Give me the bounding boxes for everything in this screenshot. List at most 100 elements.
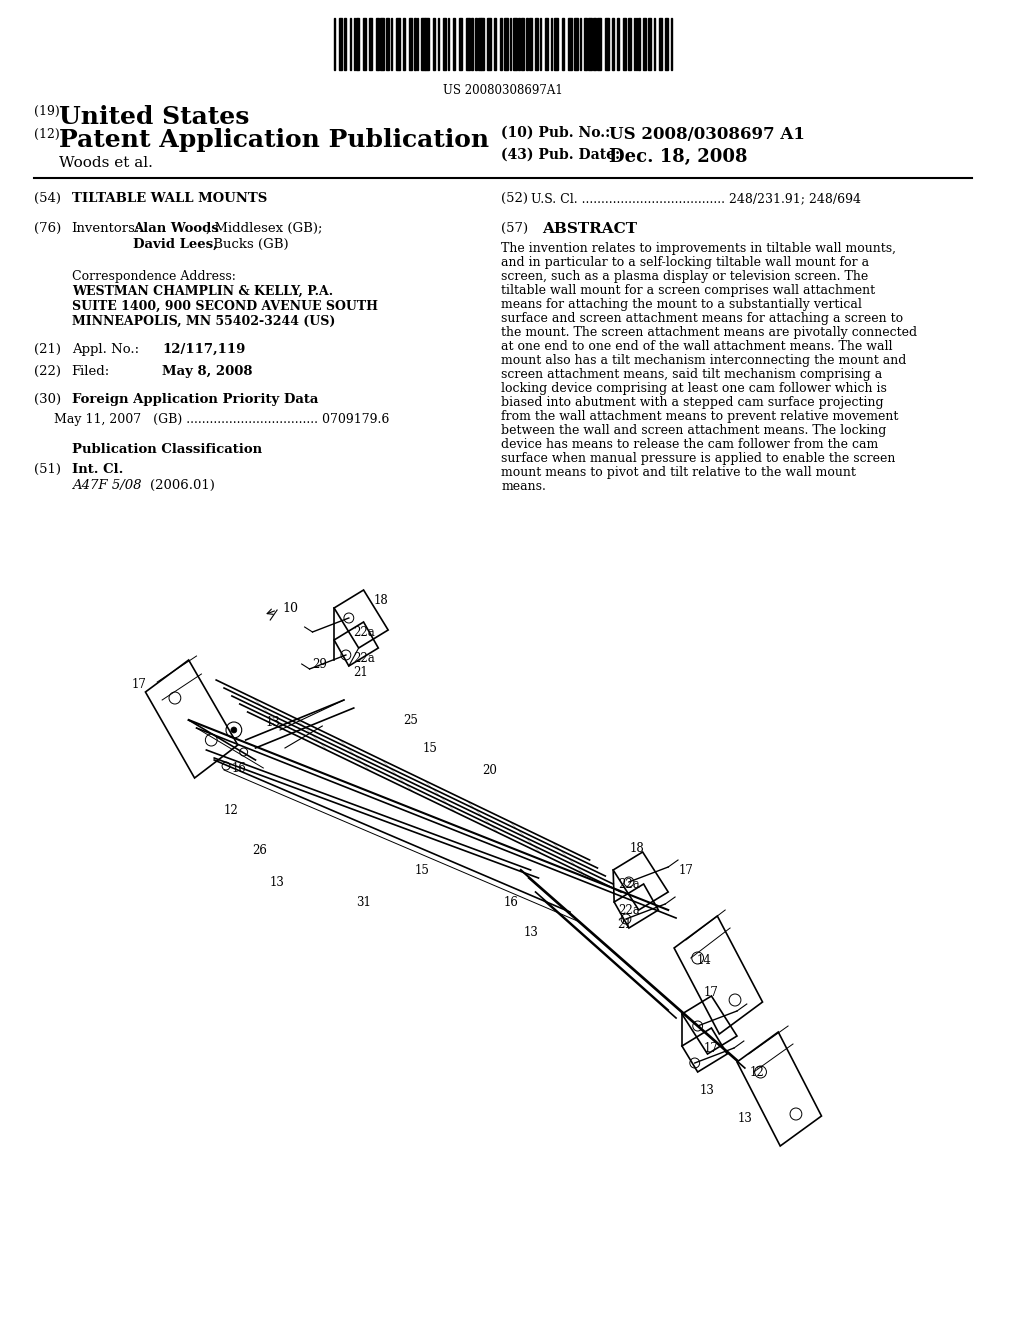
- Bar: [593, 18, 596, 70]
- Bar: [466, 18, 470, 70]
- Text: 17: 17: [703, 986, 719, 998]
- Text: US 2008/0308697 A1: US 2008/0308697 A1: [609, 125, 805, 143]
- Text: between the wall and screen attachment means. The locking: between the wall and screen attachment m…: [501, 424, 887, 437]
- Bar: [518, 18, 520, 70]
- Text: (10) Pub. No.:: (10) Pub. No.:: [501, 125, 610, 140]
- Bar: [647, 18, 651, 70]
- Bar: [521, 18, 523, 70]
- Text: , Middlesex (GB);: , Middlesex (GB);: [207, 222, 323, 235]
- Bar: [459, 18, 462, 70]
- Text: May 8, 2008: May 8, 2008: [162, 366, 253, 378]
- Text: 18: 18: [630, 842, 644, 854]
- Bar: [568, 18, 571, 70]
- Text: Woods et al.: Woods et al.: [59, 156, 153, 170]
- Bar: [487, 18, 492, 70]
- Text: 13: 13: [266, 715, 281, 729]
- Text: (52): (52): [501, 191, 528, 205]
- Bar: [588, 18, 592, 70]
- Text: 26: 26: [252, 843, 267, 857]
- Text: and in particular to a self-locking tiltable wall mount for a: and in particular to a self-locking tilt…: [501, 256, 869, 269]
- Bar: [396, 18, 400, 70]
- Bar: [495, 18, 497, 70]
- Text: biased into abutment with a stepped cam surface projecting: biased into abutment with a stepped cam …: [501, 396, 884, 409]
- Text: surface when manual pressure is applied to enable the screen: surface when manual pressure is applied …: [501, 451, 896, 465]
- Bar: [370, 18, 373, 70]
- Bar: [409, 18, 412, 70]
- Text: Correspondence Address:: Correspondence Address:: [72, 271, 236, 282]
- Bar: [471, 18, 473, 70]
- Text: 22a: 22a: [352, 652, 375, 664]
- Text: (51): (51): [35, 463, 61, 477]
- Bar: [481, 18, 484, 70]
- Text: Filed:: Filed:: [72, 366, 110, 378]
- Text: 14: 14: [696, 953, 711, 966]
- Text: (12): (12): [35, 128, 60, 141]
- Bar: [426, 18, 429, 70]
- Bar: [573, 18, 578, 70]
- Bar: [421, 18, 425, 70]
- Text: Patent Application Publication: Patent Application Publication: [59, 128, 489, 152]
- Text: device has means to release the cam follower from the cam: device has means to release the cam foll…: [501, 438, 879, 451]
- Text: screen attachment means, said tilt mechanism comprising a: screen attachment means, said tilt mecha…: [501, 368, 883, 381]
- Bar: [617, 18, 620, 70]
- Bar: [477, 18, 480, 70]
- Text: 15: 15: [415, 863, 430, 876]
- Text: 17: 17: [679, 863, 693, 876]
- Bar: [528, 18, 531, 70]
- Bar: [643, 18, 645, 70]
- Bar: [386, 18, 389, 70]
- Text: Appl. No.:: Appl. No.:: [72, 343, 139, 356]
- Bar: [362, 18, 366, 70]
- Bar: [513, 18, 517, 70]
- Text: means for attaching the mount to a substantially vertical: means for attaching the mount to a subst…: [501, 298, 862, 312]
- Text: 22a: 22a: [618, 878, 640, 891]
- Bar: [443, 18, 446, 70]
- Text: 20: 20: [482, 763, 497, 776]
- Bar: [525, 18, 527, 70]
- Text: 12: 12: [223, 804, 239, 817]
- Text: WESTMAN CHAMPLIN & KELLY, P.A.: WESTMAN CHAMPLIN & KELLY, P.A.: [72, 285, 333, 298]
- Text: Int. Cl.: Int. Cl.: [72, 463, 123, 477]
- Bar: [535, 18, 539, 70]
- Text: MINNEAPOLIS, MN 55402-3244 (US): MINNEAPOLIS, MN 55402-3244 (US): [72, 315, 335, 327]
- Bar: [623, 18, 626, 70]
- Bar: [628, 18, 631, 70]
- Bar: [433, 18, 435, 70]
- Bar: [554, 18, 558, 70]
- Text: 29: 29: [312, 659, 327, 672]
- Text: mount means to pivot and tilt relative to the wall mount: mount means to pivot and tilt relative t…: [501, 466, 856, 479]
- Text: (76): (76): [35, 222, 61, 235]
- Text: (22): (22): [35, 366, 61, 378]
- Bar: [597, 18, 601, 70]
- Circle shape: [231, 727, 237, 733]
- Text: 31: 31: [356, 895, 371, 908]
- Text: at one end to one end of the wall attachment means. The wall: at one end to one end of the wall attach…: [501, 341, 893, 352]
- Text: screen, such as a plasma display or television screen. The: screen, such as a plasma display or tele…: [501, 271, 868, 282]
- Text: (2006.01): (2006.01): [151, 479, 215, 492]
- Bar: [666, 18, 669, 70]
- Text: SUITE 1400, 900 SECOND AVENUE SOUTH: SUITE 1400, 900 SECOND AVENUE SOUTH: [72, 300, 378, 313]
- Bar: [380, 18, 384, 70]
- Bar: [474, 18, 476, 70]
- Text: 13: 13: [700, 1084, 715, 1097]
- Text: Inventors:: Inventors:: [72, 222, 140, 235]
- Text: May 11, 2007   (GB) .................................. 0709179.6: May 11, 2007 (GB) ......................…: [54, 413, 389, 426]
- Text: 18: 18: [374, 594, 389, 606]
- Text: (43) Pub. Date:: (43) Pub. Date:: [501, 148, 621, 162]
- Text: Foreign Application Priority Data: Foreign Application Priority Data: [72, 393, 318, 407]
- Text: Dec. 18, 2008: Dec. 18, 2008: [609, 148, 748, 166]
- Bar: [638, 18, 640, 70]
- Bar: [659, 18, 663, 70]
- Text: ABSTRACT: ABSTRACT: [542, 222, 637, 236]
- Text: 25: 25: [403, 714, 418, 726]
- Text: 22a: 22a: [352, 626, 375, 639]
- Text: United States: United States: [59, 106, 249, 129]
- Bar: [546, 18, 548, 70]
- Text: David Lees,: David Lees,: [133, 238, 217, 251]
- Bar: [605, 18, 609, 70]
- Text: 21: 21: [353, 665, 368, 678]
- Text: Bucks (GB): Bucks (GB): [209, 238, 289, 251]
- Text: 13: 13: [269, 875, 285, 888]
- Bar: [500, 18, 502, 70]
- Bar: [355, 18, 358, 70]
